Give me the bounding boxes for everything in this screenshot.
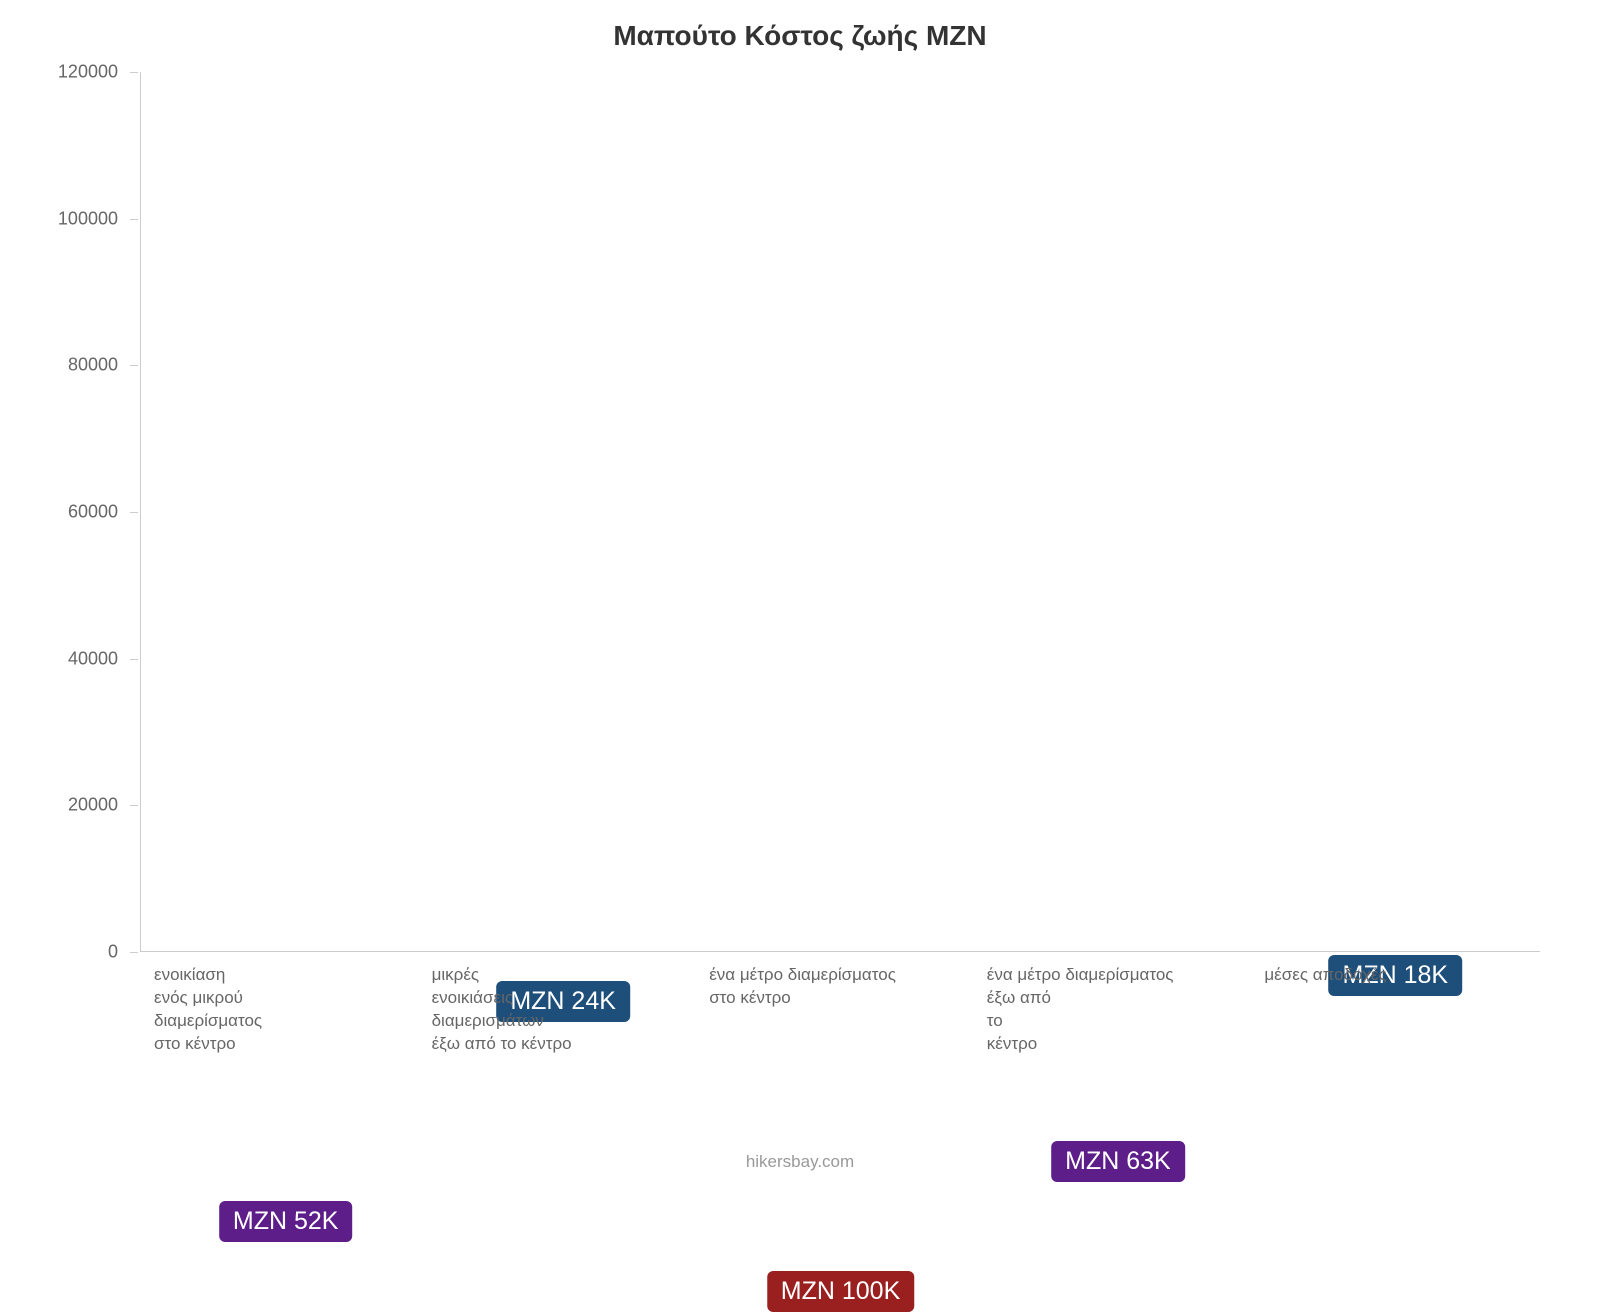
y-axis: 020000400006000080000100000120000 <box>40 72 130 952</box>
y-tick-label: 100000 <box>58 208 118 229</box>
y-tick-label: 80000 <box>68 355 118 376</box>
y-tick-mark <box>130 72 138 73</box>
y-tick-mark <box>130 365 138 366</box>
y-tick-label: 20000 <box>68 795 118 816</box>
x-axis: ενοικίαση ενός μικρού διαμερίσματος στο … <box>140 952 1540 1056</box>
chart-title: Μαπούτο Κόστος ζωής MZN <box>40 20 1560 52</box>
grid-area: MZN 52KMZN 24KMZN 100KMZN 63KMZN 18K <box>140 72 1540 952</box>
chart-container: Μαπούτο Κόστος ζωής MZN 0 20000 40000 60000… <box>0 0 1600 1200</box>
y-tick-label: 60000 <box>68 502 118 523</box>
y-tick-mark <box>130 952 138 953</box>
x-tick-label: ένα μέτρο διαμερίσματος έξω από το κέντρ… <box>979 952 1257 1056</box>
y-tick-mark <box>130 659 138 660</box>
y-tick-mark <box>130 805 138 806</box>
value-badge: MZN 52K <box>219 1201 353 1242</box>
y-tick-mark <box>130 512 138 513</box>
y-tick-label: 0 <box>108 942 118 963</box>
x-tick-label: ενοικίαση ενός μικρού διαμερίσματος στο … <box>146 952 424 1056</box>
x-tick-label: μικρές ενοικιάσεις διαμερισμάτων έξω από… <box>424 952 702 1056</box>
x-tick-label: μέσες αποδοχές <box>1256 952 1534 1056</box>
credit-text: hikersbay.com <box>0 1152 1600 1172</box>
value-badge: MZN 100K <box>767 1271 914 1312</box>
plot-area: 020000400006000080000100000120000 MZN 52… <box>40 72 1560 952</box>
y-tick-label: 120000 <box>58 62 118 83</box>
y-tick-label: 40000 <box>68 648 118 669</box>
x-tick-label: ένα μέτρο διαμερίσματος στο κέντρο <box>701 952 979 1056</box>
y-tick-mark <box>130 219 138 220</box>
bars-group: MZN 52KMZN 24KMZN 100KMZN 63KMZN 18K <box>141 72 1540 951</box>
